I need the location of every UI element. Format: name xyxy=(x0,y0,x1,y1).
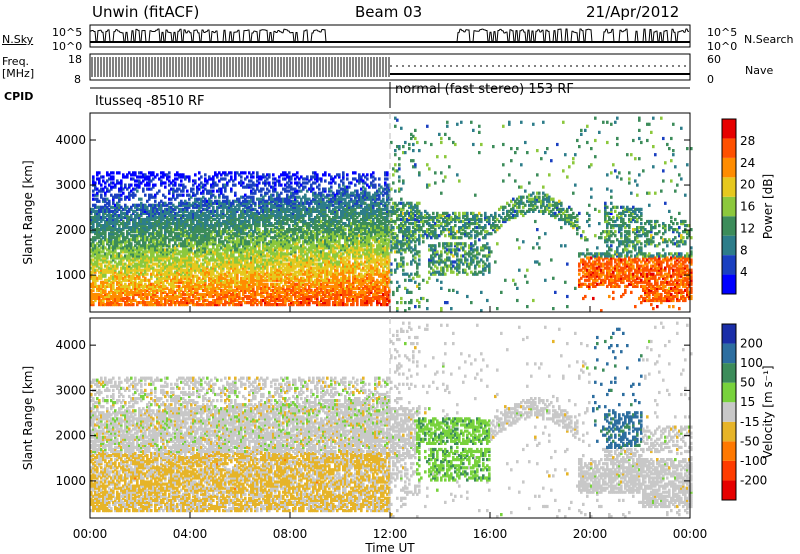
power-cell xyxy=(252,171,255,174)
power-cell xyxy=(192,188,195,191)
power-cell xyxy=(304,194,307,197)
power-cell xyxy=(144,194,147,197)
power-cell xyxy=(164,181,167,184)
power-cell xyxy=(184,186,187,189)
power-cell xyxy=(242,181,245,184)
power-cell xyxy=(254,202,257,205)
power-cell xyxy=(134,171,137,174)
nsky-trace xyxy=(90,29,689,42)
power-cell xyxy=(134,194,137,197)
power-cell xyxy=(174,181,177,184)
power-cell xyxy=(182,194,185,197)
power-cell xyxy=(132,303,135,306)
power-cell xyxy=(168,175,171,178)
power-cell xyxy=(188,175,191,178)
power-cell xyxy=(124,184,127,187)
power-cell xyxy=(102,175,105,178)
power-cell xyxy=(258,228,261,231)
power-cell xyxy=(214,196,217,199)
power-cell xyxy=(262,188,265,191)
power-cell xyxy=(118,171,121,174)
power-cell xyxy=(146,273,149,276)
power-cell xyxy=(256,171,259,174)
freq-trace xyxy=(92,57,389,77)
power-cell xyxy=(212,206,215,209)
power-cell xyxy=(168,171,171,174)
power-cell xyxy=(158,190,161,193)
power-cell xyxy=(108,200,111,203)
power-cell xyxy=(230,171,233,174)
power-cell xyxy=(280,184,283,187)
power-cell xyxy=(268,181,271,184)
power-cell xyxy=(120,198,123,201)
power-cell xyxy=(230,188,233,191)
power-cell xyxy=(268,190,271,193)
power-cell xyxy=(258,181,261,184)
power-cell xyxy=(194,173,197,176)
power-cell xyxy=(92,175,95,178)
power-cell xyxy=(198,171,201,174)
power-cell xyxy=(278,179,281,182)
power-cell xyxy=(234,184,237,187)
power-cell xyxy=(280,192,283,195)
power-cell xyxy=(194,179,197,182)
power-cell xyxy=(272,173,275,176)
power-cell xyxy=(234,192,237,195)
power-cell xyxy=(296,171,299,174)
power-cell xyxy=(244,171,247,174)
power-cell xyxy=(274,188,277,191)
power-cell xyxy=(288,224,291,227)
power-cell xyxy=(268,173,271,176)
power-cell xyxy=(94,181,97,184)
power-cell xyxy=(266,283,269,286)
power-cell xyxy=(304,186,307,189)
power-cell xyxy=(164,186,167,189)
power-cell xyxy=(142,188,145,191)
power-cell xyxy=(156,173,159,176)
power-cell xyxy=(130,184,133,187)
power-cell xyxy=(240,175,243,178)
power-cell xyxy=(312,188,315,191)
power-cell xyxy=(290,181,293,184)
power-cell xyxy=(230,175,233,178)
power-cell xyxy=(282,226,285,229)
power-cell xyxy=(140,198,143,201)
power-cell xyxy=(136,190,139,193)
power-cell xyxy=(154,184,157,187)
power-cell xyxy=(224,177,227,180)
power-cell xyxy=(120,303,123,306)
power-cell xyxy=(98,200,101,203)
power-cell xyxy=(180,179,183,182)
power-cell xyxy=(212,190,215,193)
power-cell xyxy=(120,179,123,182)
noise-panel-frame xyxy=(90,25,690,47)
power-cell xyxy=(100,194,103,197)
power-cell xyxy=(122,232,125,235)
power-cell xyxy=(122,192,125,195)
power-cell xyxy=(98,171,101,174)
freq-panel-frame xyxy=(90,54,690,80)
power-cell xyxy=(288,171,291,174)
power-cell xyxy=(252,175,255,178)
power-cell xyxy=(100,184,103,187)
power-cell xyxy=(204,173,207,176)
power-cell xyxy=(164,196,167,199)
power-cell xyxy=(130,242,133,245)
power-cell xyxy=(112,171,115,174)
power-cell xyxy=(112,175,115,178)
power-cell xyxy=(252,196,255,199)
power-cell xyxy=(246,175,249,178)
power-cell xyxy=(226,196,229,199)
power-cell xyxy=(154,200,157,203)
power-cell xyxy=(152,171,155,174)
power-cell xyxy=(216,184,219,187)
power-cell xyxy=(272,194,275,197)
power-cell xyxy=(186,190,189,193)
power-cell xyxy=(200,175,203,178)
power-cell xyxy=(198,258,201,261)
power-cell xyxy=(306,175,309,178)
power-cells xyxy=(90,117,693,313)
